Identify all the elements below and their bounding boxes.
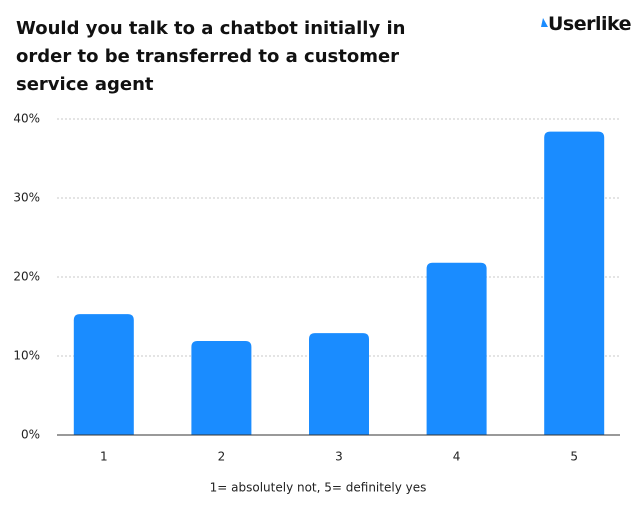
x-tick-label: 4 [453, 450, 461, 464]
bar [309, 333, 369, 435]
x-tick-label: 5 [570, 450, 578, 464]
chart-title: Would you talk to a chatbot initially in… [16, 18, 406, 95]
y-tick-label: 20% [13, 270, 40, 284]
y-tick-label: 0% [21, 428, 40, 442]
bar [544, 131, 605, 435]
bar [191, 340, 252, 435]
brand-icon [541, 18, 548, 27]
y-tick-label: 40% [13, 112, 40, 126]
x-axis-label: 1= absolutely not, 5= definitely yes [210, 481, 427, 495]
x-tick-label: 1 [100, 450, 108, 464]
bar [426, 262, 487, 435]
y-tick-label: 10% [13, 349, 40, 363]
y-tick-label: 30% [13, 191, 40, 205]
x-tick-label: 2 [218, 450, 226, 464]
x-tick-label: 3 [335, 450, 343, 464]
brand-logo: Userlike [548, 13, 632, 35]
bar [73, 314, 134, 435]
